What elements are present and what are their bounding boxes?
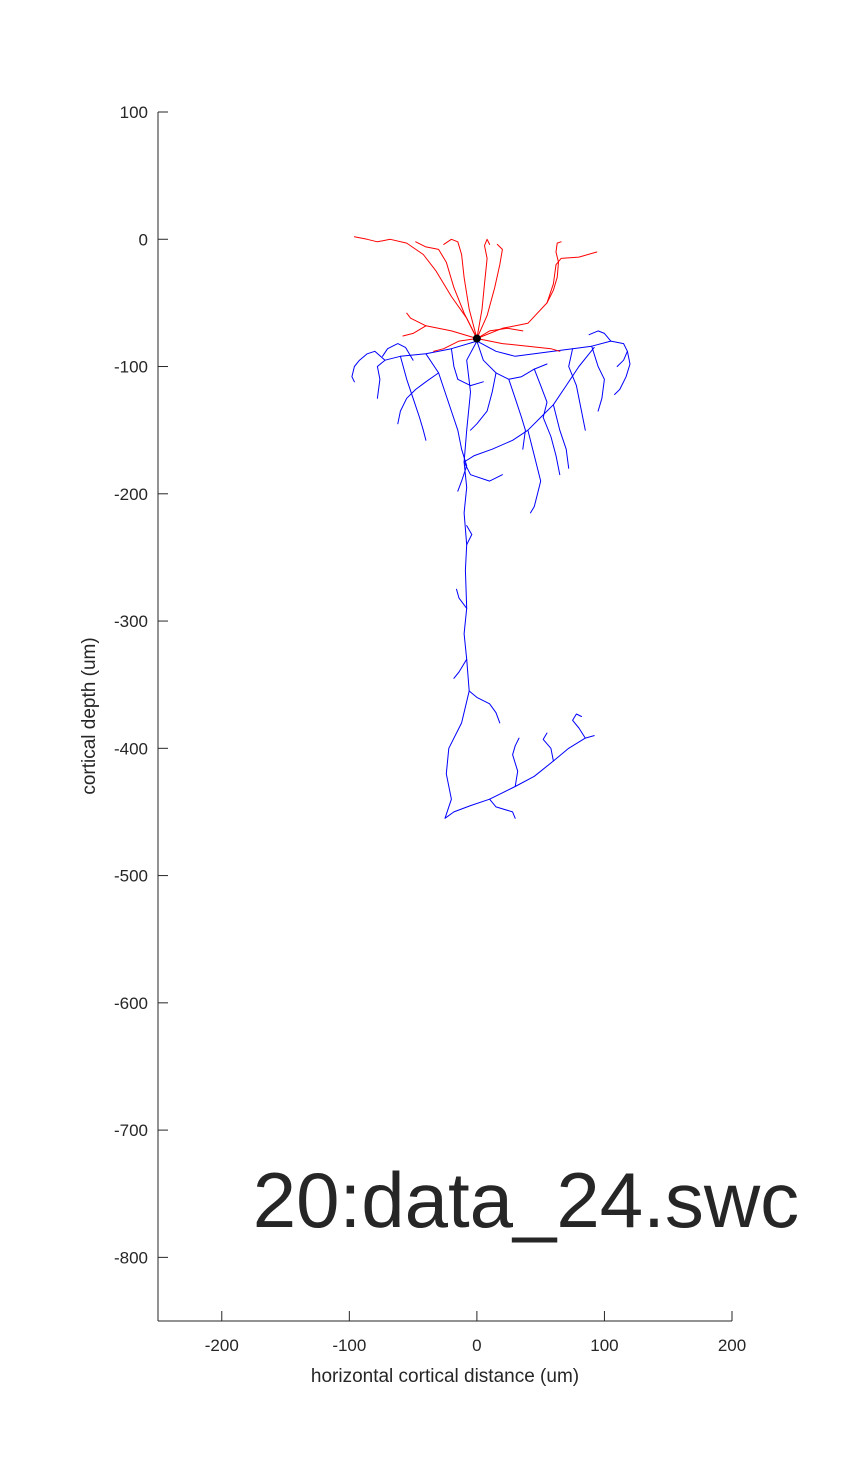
axon-branch — [450, 348, 484, 387]
y-tick-label: -400 — [114, 739, 148, 758]
axon-branch — [527, 429, 542, 514]
axon-branch — [399, 355, 427, 441]
axon-branch — [512, 737, 520, 787]
y-tick-label: -100 — [114, 358, 148, 377]
axon-branch — [463, 461, 503, 482]
axon-branch — [572, 713, 586, 739]
axon-branch — [376, 340, 478, 399]
axon-branch — [425, 353, 463, 450]
y-tick-label: -500 — [114, 867, 148, 886]
chart-title-overlay: 20:data_24.swc — [253, 1156, 799, 1244]
y-tick-label: 0 — [139, 230, 148, 249]
x-tick-label: -100 — [332, 1336, 366, 1355]
axon-branch — [489, 798, 516, 819]
y-tick-label: -300 — [114, 612, 148, 631]
axon-branch — [542, 732, 554, 762]
y-axis-label: cortical depth (um) — [79, 637, 100, 794]
axon-branch — [591, 345, 605, 412]
dendrite-branch — [476, 238, 491, 339]
axon-branch — [476, 340, 628, 367]
axon-branch — [463, 346, 595, 463]
x-ticks: -200 -100 0 100 200 — [205, 1311, 746, 1355]
dendrite-branch — [433, 338, 478, 352]
dendrite-branch — [476, 251, 598, 339]
dendrite-branch — [476, 327, 524, 339]
dendrite-branch — [546, 241, 562, 304]
y-ticks: 100 0 -100 -200 -300 -400 -500 -600 -700 -800 — [114, 103, 168, 1267]
x-tick-label: 100 — [590, 1336, 618, 1355]
x-tick-label: 0 — [472, 1336, 481, 1355]
axon-branch — [533, 368, 561, 476]
axon-branch — [453, 658, 468, 679]
axon-branch — [470, 372, 497, 431]
dendrite-branch — [402, 325, 427, 337]
dendrite-branch — [476, 338, 561, 352]
x-axis-label: horizontal cortical distance (um) — [311, 1366, 579, 1387]
y-tick-label: -800 — [114, 1248, 148, 1267]
dendrite-branch — [415, 241, 478, 339]
dendrite-branch — [476, 243, 503, 339]
axon-branch — [382, 343, 414, 361]
dendrite-branch — [443, 238, 478, 339]
y-tick-label: -200 — [114, 485, 148, 504]
axon-branch — [468, 690, 501, 724]
plot-traces — [351, 236, 631, 819]
y-tick-label: -700 — [114, 1121, 148, 1140]
axon-branch — [508, 378, 526, 450]
y-tick-label: -600 — [114, 994, 148, 1013]
axon-branch — [397, 372, 440, 425]
axon-branch — [552, 404, 570, 469]
soma-marker — [472, 334, 481, 343]
dendrite-branch — [353, 236, 478, 339]
axon-branch — [588, 330, 612, 342]
y-tick-label: 100 — [120, 103, 148, 122]
axes: 100 0 -100 -200 -300 -400 -500 -600 -700 -800 -20… — [114, 103, 746, 1355]
axon-branch — [457, 448, 468, 492]
x-tick-label: 200 — [718, 1336, 746, 1355]
x-tick-label: -200 — [205, 1336, 239, 1355]
axon-branch — [614, 350, 631, 395]
axon-branch — [351, 350, 386, 383]
axon-branch — [466, 525, 473, 546]
axon-branch — [568, 348, 586, 431]
axon-branch — [456, 588, 468, 609]
